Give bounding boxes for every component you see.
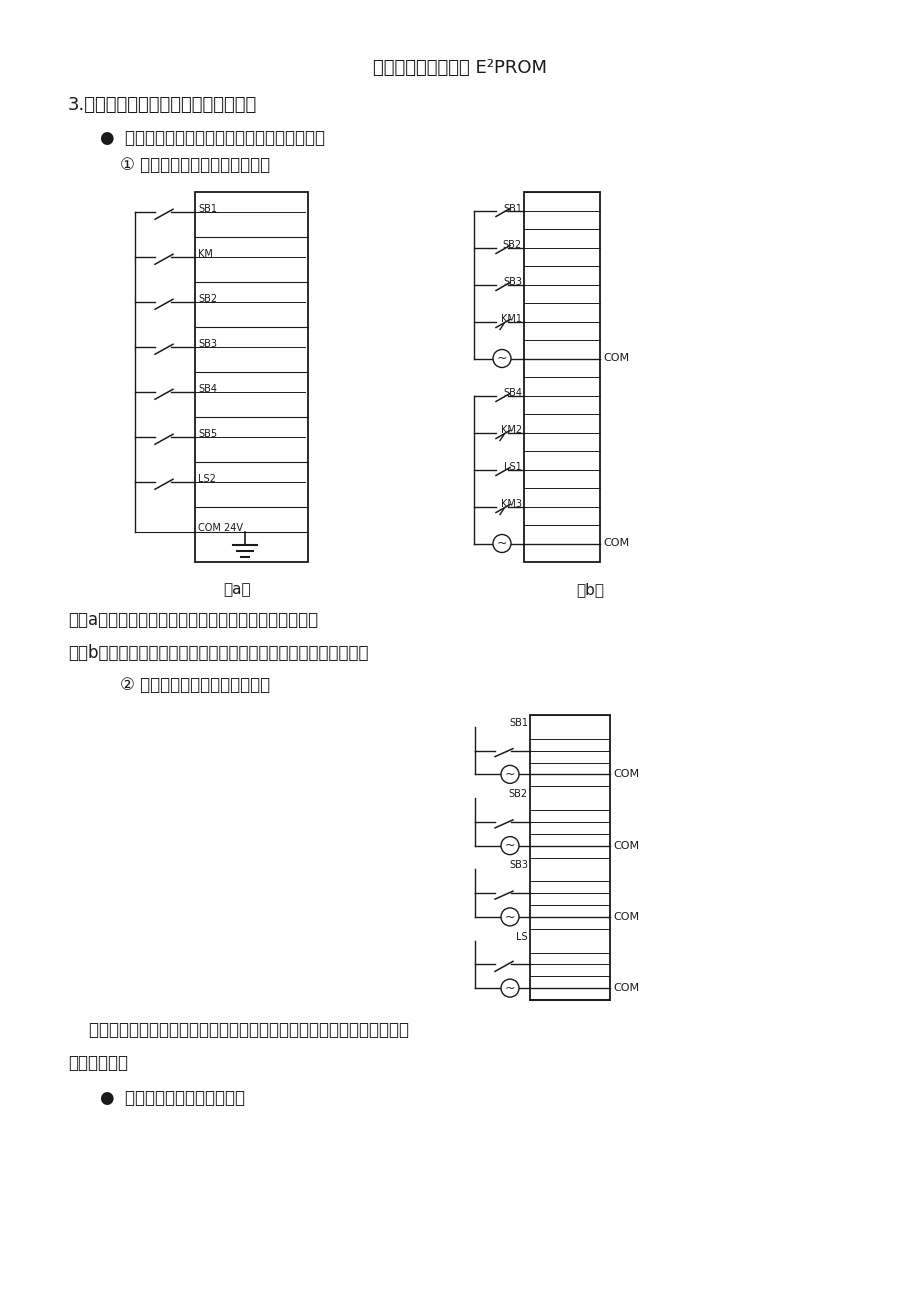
Text: COM 24V: COM 24V	[198, 523, 243, 533]
Text: ●  数字量输入模板的接口电路: ● 数字量输入模板的接口电路	[100, 1088, 244, 1107]
Text: ~: ~	[496, 352, 506, 365]
Text: COM: COM	[602, 539, 629, 548]
Text: LS2: LS2	[198, 474, 216, 484]
Text: SB1: SB1	[508, 717, 528, 728]
Text: SB3: SB3	[508, 861, 528, 870]
Bar	[195, 191, 308, 562]
Text: LS1: LS1	[504, 462, 521, 473]
Text: 图（a）的全部输入点为一组，共用一个电源和公共端；: 图（a）的全部输入点为一组，共用一个电源和公共端；	[68, 611, 318, 629]
Text: 可编程的只读存储器 E²PROM: 可编程的只读存储器 E²PROM	[372, 59, 547, 77]
Text: KM3: KM3	[501, 500, 521, 509]
Bar	[524, 191, 599, 562]
Text: ~: ~	[505, 768, 515, 781]
Text: ~: ~	[505, 910, 515, 923]
Text: ●  数字量（或开关量）输入模板的外部接线方式: ● 数字量（或开关量）输入模板的外部接线方式	[100, 129, 324, 147]
Text: KM: KM	[198, 249, 212, 259]
Text: （b）: （b）	[575, 582, 604, 598]
Text: SB5: SB5	[198, 430, 217, 439]
Text: COM: COM	[612, 841, 639, 850]
Text: ① 汇点式输入接线方式下图所示: ① 汇点式输入接线方式下图所示	[119, 156, 270, 174]
Text: SB2: SB2	[198, 294, 217, 305]
Circle shape	[501, 766, 518, 784]
Text: ~: ~	[505, 982, 515, 995]
Text: COM: COM	[612, 911, 639, 922]
Text: SB4: SB4	[503, 388, 521, 398]
Text: ② 隔离式输入接线方式下图所示: ② 隔离式输入接线方式下图所示	[119, 676, 270, 694]
Bar	[529, 715, 609, 1000]
Text: SB4: SB4	[198, 384, 217, 395]
Text: 在隔离式输入接线方式中，每一个输入回路有两个接线端子，有单独的一: 在隔离式输入接线方式中，每一个输入回路有两个接线端子，有单独的一	[68, 1021, 409, 1039]
Text: LS: LS	[516, 932, 528, 941]
Text: SB3: SB3	[503, 277, 521, 288]
Text: SB3: SB3	[198, 340, 217, 349]
Circle shape	[501, 979, 518, 997]
Text: KM1: KM1	[501, 315, 521, 324]
Text: SB2: SB2	[503, 241, 521, 250]
Text: KM2: KM2	[500, 426, 521, 435]
Text: （a）: （a）	[223, 582, 251, 598]
Text: COM: COM	[602, 354, 629, 363]
Circle shape	[493, 535, 510, 552]
Text: COM: COM	[612, 983, 639, 993]
Text: 个电源供电。: 个电源供电。	[68, 1055, 128, 1072]
Text: SB2: SB2	[508, 789, 528, 799]
Circle shape	[493, 349, 510, 367]
Circle shape	[501, 907, 518, 926]
Text: 图（b）将全部输入点分为两组，每组有一个单独的电源和公共端。: 图（b）将全部输入点分为两组，每组有一个单独的电源和公共端。	[68, 644, 369, 661]
Text: COM: COM	[612, 769, 639, 780]
Circle shape	[501, 837, 518, 854]
Text: SB1: SB1	[198, 204, 217, 215]
Text: 3.数字量（或开关量）输入部件及接口: 3.数字量（或开关量）输入部件及接口	[68, 96, 257, 115]
Text: SB1: SB1	[503, 203, 521, 214]
Text: ~: ~	[505, 838, 515, 852]
Text: ~: ~	[496, 536, 506, 549]
